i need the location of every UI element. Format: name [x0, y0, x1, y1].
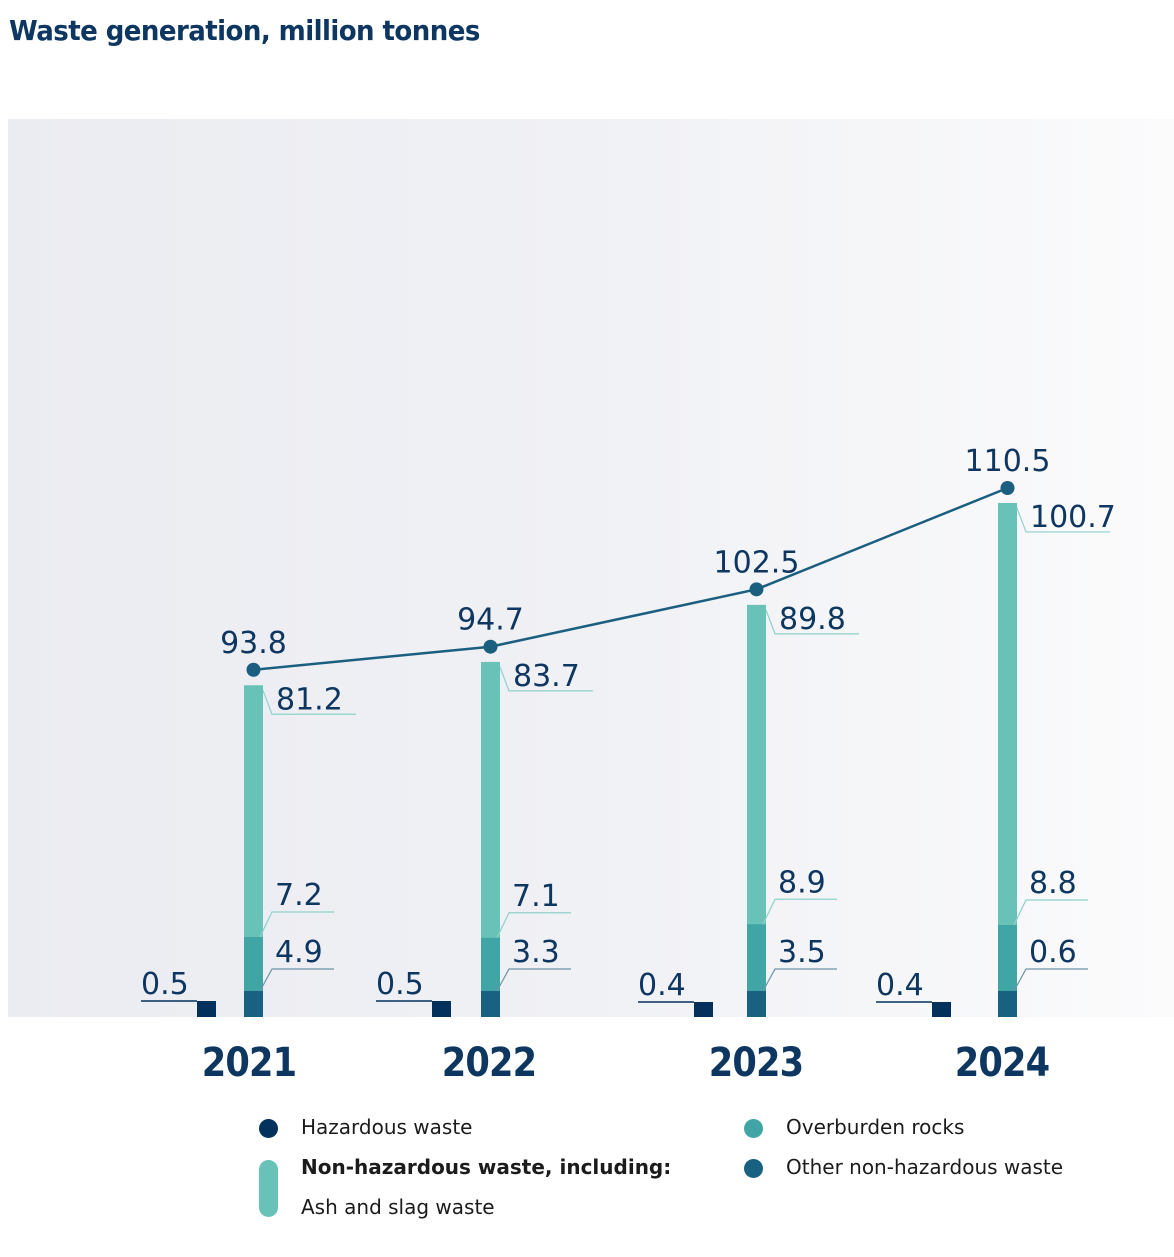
bar-other-non-hazardous-2024: [998, 991, 1017, 1017]
label-total-2023: 102.5: [714, 545, 800, 580]
bar-hazardous-2023: [694, 1002, 713, 1017]
label-other-non-hazardous-2021: 4.9: [275, 935, 323, 970]
bar-overburden-2022: [481, 937, 500, 991]
label-total-2024: 110.5: [965, 444, 1051, 479]
label-overburden-2022: 7.1: [512, 879, 560, 914]
bar-other-non-hazardous-2022: [481, 991, 500, 1017]
label-total-2021: 93.8: [220, 626, 287, 661]
label-non-hazardous-2021: 81.2: [276, 682, 343, 717]
total-point-2023: [749, 582, 764, 597]
bar-overburden-2023: [747, 924, 766, 991]
legend-ash-slag-label: Ash and slag waste: [301, 1195, 495, 1219]
bar-hazardous-2022: [432, 1001, 451, 1017]
legend-hazardous-swatch: [259, 1119, 278, 1138]
leader-non-hazardous-2021: [262, 690, 356, 715]
leader-non-hazardous-2022: [499, 666, 593, 692]
legend-overburden-label: Overburden rocks: [786, 1115, 965, 1139]
total-line: [253, 486, 1008, 672]
label-non-hazardous-2023: 89.8: [779, 602, 846, 637]
leader-overburden-2021: [259, 911, 334, 938]
leader-overburden-2024: [1013, 899, 1088, 926]
leader-non-hazardous-2024: [1016, 507, 1110, 533]
bar-overburden-2024: [998, 925, 1017, 991]
leader-other-non-hazardous-2022: [496, 968, 571, 992]
bar-non-hazardous-2023: [747, 604, 766, 1017]
leader-other-non-hazardous-2024: [1013, 968, 1088, 992]
x-tick-2024: 2024: [954, 1040, 1050, 1086]
legend-non-hazardous-label: Non-hazardous waste, including:: [301, 1155, 672, 1179]
bar-non-hazardous-2021: [244, 685, 263, 1017]
label-non-hazardous-2022: 83.7: [513, 659, 580, 694]
bar-overburden-2021: [244, 937, 263, 991]
legend-other-non-hazardous-label: Other non-hazardous waste: [786, 1155, 1064, 1179]
legend-other-non-hazardous-swatch: [744, 1159, 763, 1178]
total-point-2022: [483, 639, 498, 654]
label-hazardous-2022: 0.5: [376, 967, 424, 1002]
bar-hazardous-2024: [932, 1002, 951, 1017]
total-point-2021: [246, 662, 261, 677]
label-hazardous-2021: 0.5: [141, 967, 189, 1002]
leader-non-hazardous-2023: [765, 609, 859, 635]
x-tick-2022: 2022: [441, 1040, 537, 1086]
leader-other-non-hazardous-2023: [762, 968, 837, 992]
leader-overburden-2023: [762, 898, 837, 925]
label-overburden-2023: 8.9: [778, 865, 826, 900]
bar-hazardous-2021: [197, 1001, 216, 1017]
chart-title: Waste generation, million tonnes: [9, 14, 480, 47]
bar-non-hazardous-2024: [998, 502, 1017, 1018]
label-hazardous-2023: 0.4: [638, 968, 686, 1003]
label-overburden-2021: 7.2: [275, 878, 323, 913]
x-tick-2023: 2023: [708, 1040, 804, 1086]
legend-overburden-swatch: [744, 1119, 763, 1138]
label-hazardous-2024: 0.4: [876, 968, 924, 1003]
bar-other-non-hazardous-2021: [244, 991, 263, 1017]
label-total-2022: 94.7: [457, 603, 524, 638]
label-other-non-hazardous-2022: 3.3: [512, 935, 560, 970]
label-overburden-2024: 8.8: [1029, 866, 1077, 901]
leader-overburden-2022: [496, 912, 571, 939]
label-other-non-hazardous-2024: 0.6: [1029, 935, 1077, 970]
x-tick-2021: 2021: [201, 1040, 297, 1086]
label-other-non-hazardous-2023: 3.5: [778, 935, 826, 970]
plot-background: [8, 119, 1174, 1017]
legend-hazardous-label: Hazardous waste: [301, 1115, 473, 1139]
leader-other-non-hazardous-2021: [259, 968, 334, 992]
label-non-hazardous-2024: 100.7: [1030, 500, 1116, 535]
bar-other-non-hazardous-2023: [747, 991, 766, 1017]
legend-non-hazardous-swatch: [259, 1160, 278, 1217]
total-point-2024: [1000, 480, 1015, 495]
bar-non-hazardous-2022: [481, 661, 500, 1017]
